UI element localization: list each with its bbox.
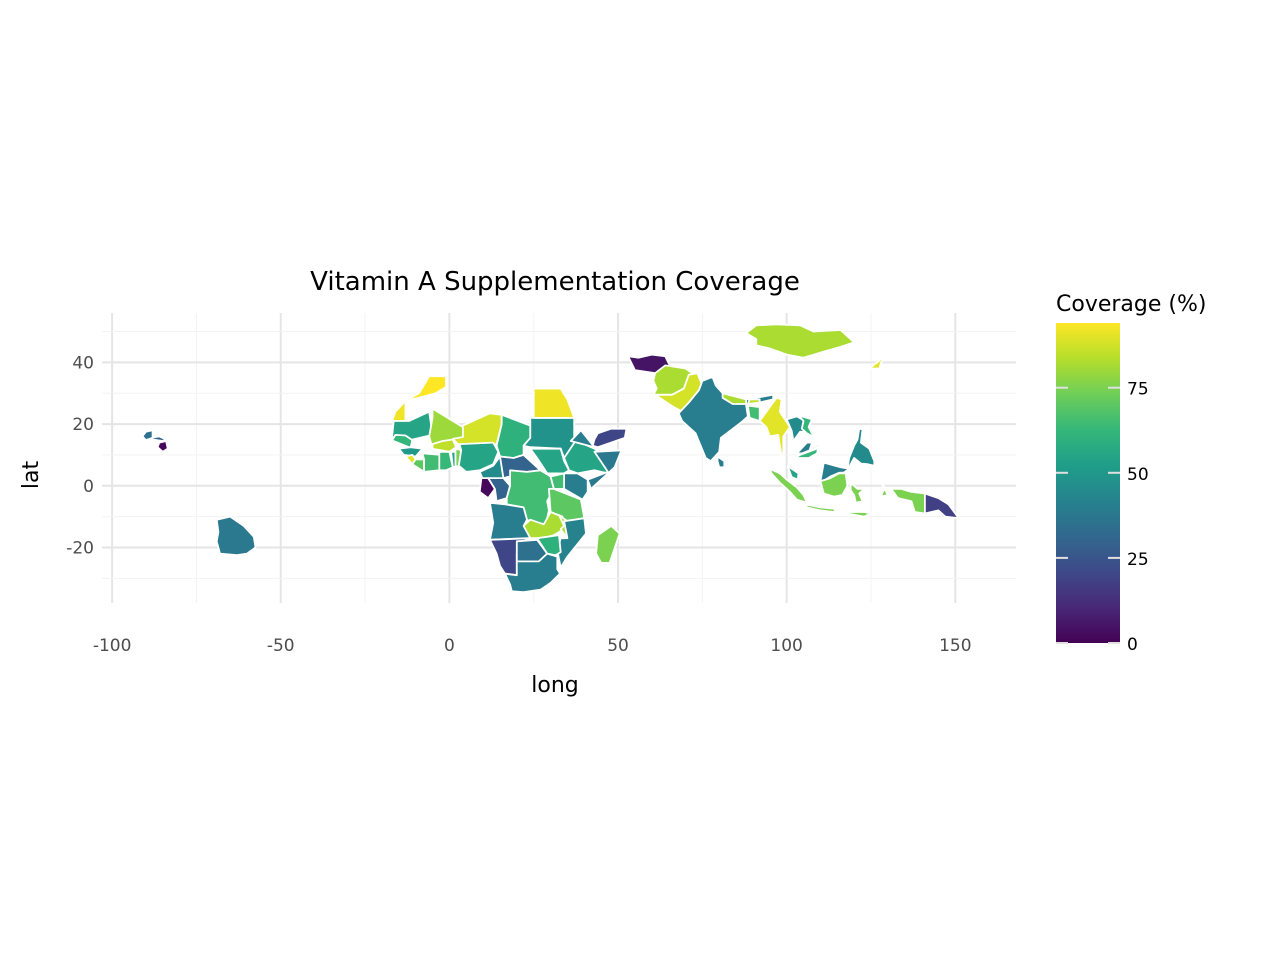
country-region [549,472,565,490]
country-region [747,404,761,422]
country-region [716,455,726,469]
country-region [878,478,889,498]
legend-tick-label: 50 [1127,465,1149,485]
country-region [768,467,808,504]
country-region [924,492,960,520]
legend-ticks: 0 25 50 75 [1056,380,1149,655]
country-region [745,323,855,359]
country-region [794,414,820,459]
country-region [586,449,623,490]
x-tick-label: 100 [770,636,802,656]
country-region [819,461,850,483]
country-region [591,427,628,449]
country-region [411,458,426,473]
country-region [532,387,576,419]
country-region [450,450,457,469]
country-region [556,517,587,569]
country-region [890,487,926,515]
country-region [141,429,154,442]
country-region [595,525,621,564]
legend-title: Coverage (%) [1056,292,1206,317]
legend: Coverage (%) 0 25 50 75 [1056,292,1206,655]
legend-tick-label: 0 [1127,635,1138,655]
country-region [868,353,889,370]
country-region [849,481,866,504]
legend-colorbar [1056,323,1120,643]
y-tick-label: 20 [72,415,94,435]
country-region [151,435,168,442]
country-region [495,413,532,459]
country-region [156,440,169,453]
country-region [488,501,532,541]
country-region [758,396,791,458]
country-region [438,450,454,472]
y-axis-title: lat [19,461,44,490]
country-region [786,465,800,481]
country-region [747,398,761,405]
y-tick-label: 0 [83,477,94,497]
y-tick-label: -20 [66,538,94,558]
x-axis-title: long [531,673,578,698]
x-tick-label: 150 [939,636,971,656]
country-region [536,534,562,557]
country-region [569,429,596,449]
country-region [215,515,257,557]
x-tick-label: 0 [444,636,455,656]
country-region [846,427,876,472]
regions [141,323,960,594]
x-tick-label: -100 [93,636,132,656]
country-region [504,552,561,594]
country-region [457,441,500,473]
y-tick-label: 40 [72,353,94,373]
country-region [836,511,872,518]
legend-tick-label: 75 [1127,380,1149,400]
x-tick-label: -50 [267,636,295,656]
country-region [529,447,570,475]
chart-title: Vitamin A Supplementation Coverage [310,267,800,297]
y-axis-ticks: -20 0 20 40 [66,353,94,558]
country-region [804,503,837,513]
country-region [391,399,407,422]
country-region [404,375,447,402]
country-region [391,433,414,449]
country-region [795,441,813,455]
legend-tick-label: 25 [1127,550,1149,570]
country-region [721,392,748,405]
country-region [421,452,442,473]
x-tick-label: 50 [607,636,629,656]
x-axis-ticks: -100 -50 0 50 100 150 [93,636,972,656]
country-region [397,446,424,458]
